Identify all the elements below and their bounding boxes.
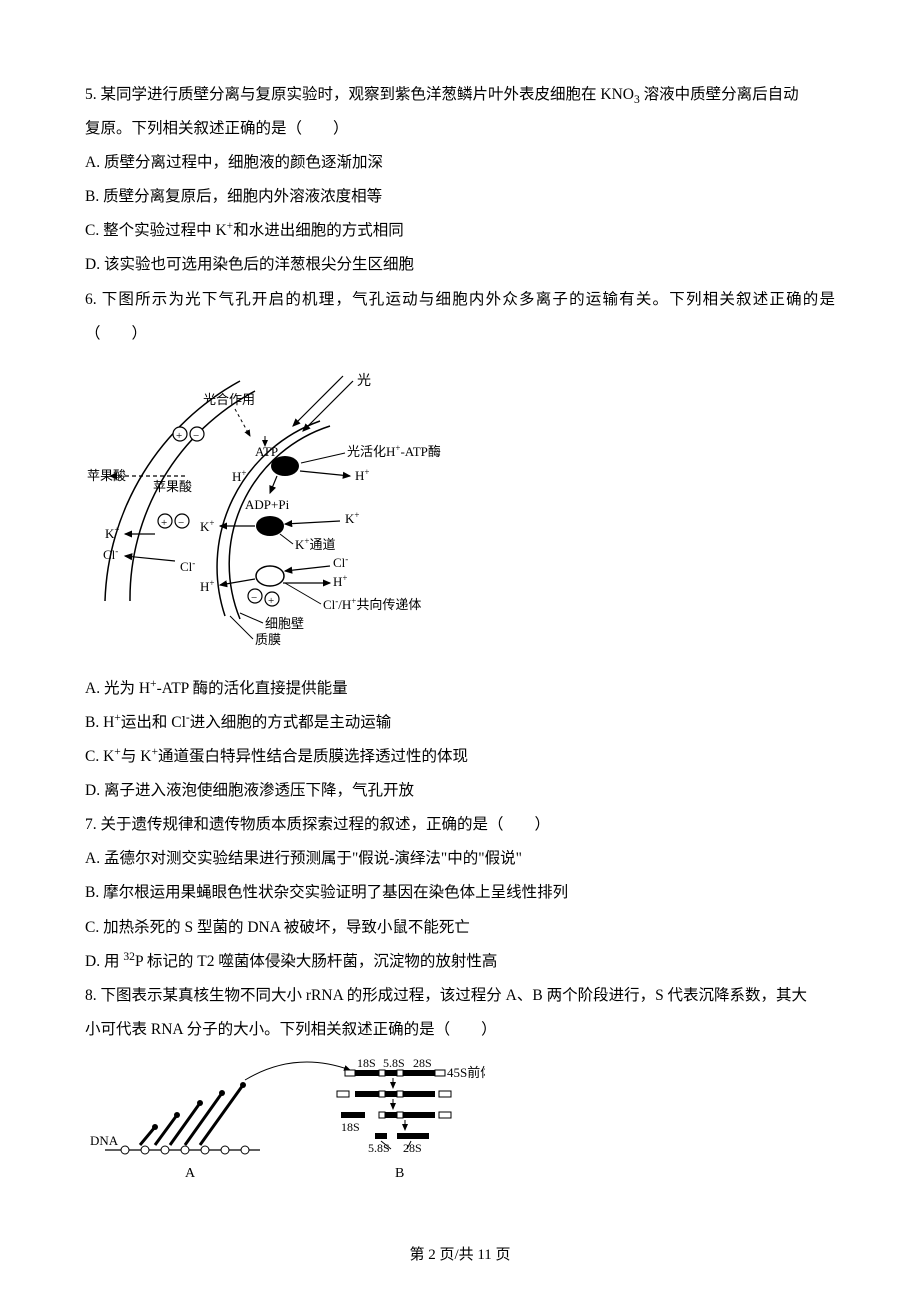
q6-option-b: B. H+运出和 Cl-进入细胞的方式都是主动运输 [85,706,835,740]
q6-option-a: A. 光为 H+-ATP 酶的活化直接提供能量 [85,672,835,706]
svg-text:−: − [251,592,257,604]
label-28s: 28S [403,1141,422,1155]
label-adp: ADP+Pi [245,497,290,512]
q6-option-d: D. 离子进入液泡使细胞液渗透压下降，气孔开放 [85,774,835,808]
label-k-vacuole: K+ [105,525,119,541]
rrna-diagram-svg: DNA A 18S 5.8S 28S 45S前体 18S [85,1055,485,1185]
svg-text:18S: 18S [357,1056,376,1070]
label-5-8s: 5.8S [368,1141,390,1155]
q6-option-c: C. K+与 K+通道蛋白特异性结合是质膜选择透过性的体现 [85,740,835,774]
label-malate-in: 苹果酸 [153,479,192,494]
label-malate-out: 苹果酸 [87,468,126,483]
label-k-outer: K+ [345,510,359,526]
q5-stem-part1: 5. 某同学进行质壁分离与复原实验时，观察到紫色洋葱鳞片叶外表皮细胞在 KNO [85,86,634,103]
q7-option-d: D. 用 32P 标记的 T2 噬菌体侵染大肠杆菌，沉淀物的放射性高 [85,945,835,979]
q7-stem: 7. 关于遗传规律和遗传物质本质探索过程的叙述，正确的是（ ） [85,808,835,842]
svg-text:+: + [268,595,274,607]
q8-diagram: DNA A 18S 5.8S 28S 45S前体 18S [85,1055,835,1198]
svg-text:−: − [178,517,184,529]
label-18s-2: 18S [341,1120,360,1134]
q6-a-part2: -ATP 酶的活化直接提供能量 [157,680,348,697]
q5-option-b: B. 质壁分离复原后，细胞内外溶液浓度相等 [85,180,835,214]
svg-text:−: − [193,430,199,442]
q6-stem: 6. 下图所示为光下气孔开启的机理，气孔运动与细胞内外众多离子的运输有关。下列相… [85,283,835,351]
q6-c-part2: 与 K [121,748,152,765]
label-h-atp-enzyme: 光活化H+-ATP酶 [347,443,441,459]
page-footer: 第 2 页/共 11 页 [0,1239,920,1272]
label-plasma-membrane: 质膜 [255,632,281,647]
label-phase-a: A [185,1166,196,1181]
label-light: 光 [357,373,371,389]
q8-stem-line2: 小可代表 RNA 分子的大小。下列相关叙述正确的是（ ） [85,1013,835,1047]
q7-option-b: B. 摩尔根运用果蝇眼色性状杂交实验证明了基因在染色体上呈线性排列 [85,876,835,910]
q5-option-d: D. 该实验也可选用染色后的洋葱根尖分生区细胞 [85,248,835,282]
q7-option-a: A. 孟德尔对测交实验结果进行预测属于"假说-演绎法"中的"假说" [85,842,835,876]
label-dna: DNA [90,1133,119,1148]
svg-text:+: + [161,517,167,529]
q7-d-part1: D. 用 [85,953,123,970]
q7-d-part2: P 标记的 T2 噬菌体侵染大肠杆菌，沉淀物的放射性高 [135,953,497,970]
q6-c-part1: C. K [85,748,114,765]
q5-stem-part1b: 溶液中质壁分离后自动 [640,86,799,103]
label-atp: ATP [255,444,278,459]
q6-b-part3: 进入细胞的方式都是主动运输 [190,714,392,731]
q6-b-part1: B. H [85,714,114,731]
svg-text:5.8S: 5.8S [383,1056,405,1070]
label-cell-wall: 细胞壁 [265,616,304,631]
label-h-out: H+ [355,467,369,483]
label-cl-mid: Cl- [180,558,195,574]
q5-c-part2: 和水进出细胞的方式相同 [233,222,404,239]
label-photosynthesis: 光合作用 [203,392,255,407]
p32-sup: 32 [123,949,135,962]
q5-stem-line2: 复原。下列相关叙述正确的是（ ） [85,112,835,146]
label-phase-b: B [395,1166,404,1181]
q5-c-part1: C. 整个实验过程中 K [85,222,227,239]
label-h-mid: H+ [200,578,214,594]
svg-text:28S: 28S [413,1056,432,1070]
label-h-outer2: H+ [333,573,347,589]
q6-c-part3: 通道蛋白特异性结合是质膜选择透过性的体现 [158,748,468,765]
label-h-in: H+ [232,468,246,484]
q8-stem-line1: 8. 下图表示某真核生物不同大小 rRNA 的形成过程，该过程分 A、B 两个阶… [85,979,835,1013]
q5-option-c: C. 整个实验过程中 K+和水进出细胞的方式相同 [85,214,835,248]
q6-b-part2: 运出和 Cl [121,714,186,731]
q5-stem-line1: 5. 某同学进行质壁分离与复原实验时，观察到紫色洋葱鳞片叶外表皮细胞在 KNO3… [85,78,835,112]
q7-option-c: C. 加热杀死的 S 型菌的 DNA 被破坏，导致小鼠不能死亡 [85,911,835,945]
q6-a-part1: A. 光为 H [85,680,150,697]
label-cl-outer: Cl- [333,554,348,570]
q6-diagram: 光 光合作用 ATP 光活化H+-ATP酶 H+ H+ ADP+Pi + − 苹… [85,361,835,664]
label-cl-h-cotrans: Cl-/H+共向传递体 [323,596,421,612]
label-k-mid: K+ [200,518,214,534]
label-45s: 45S前体 [447,1065,485,1080]
label-k-channel: K+通道 [295,536,335,552]
svg-text:+: + [176,430,182,442]
q5-option-a: A. 质壁分离过程中，细胞液的颜色逐渐加深 [85,146,835,180]
label-cl-vacuole: Cl- [103,546,118,562]
stomata-diagram-svg: 光 光合作用 ATP 光活化H+-ATP酶 H+ H+ ADP+Pi + − 苹… [85,361,445,651]
